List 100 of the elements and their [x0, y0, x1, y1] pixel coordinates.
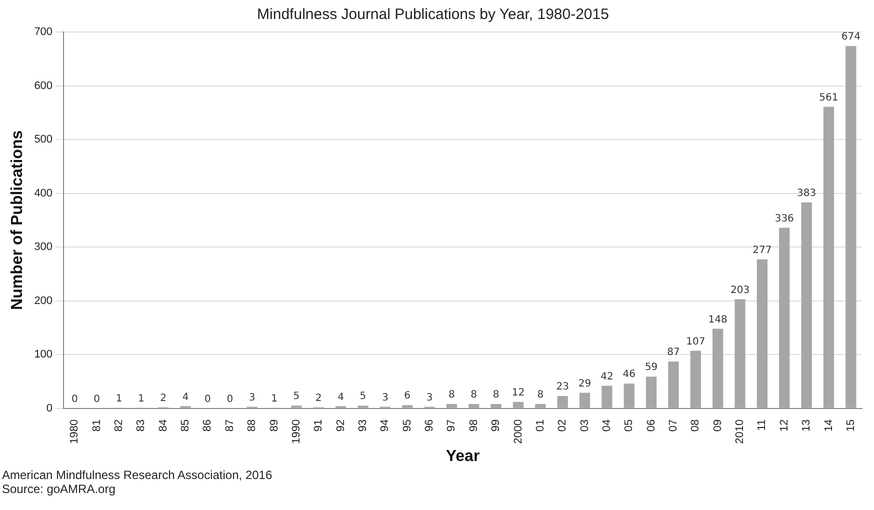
bar — [801, 202, 812, 408]
bar — [779, 228, 790, 408]
data-label: 383 — [797, 188, 816, 200]
x-tick-label: 09 — [712, 419, 724, 432]
x-tick-label: 01 — [534, 419, 546, 432]
data-label: 8 — [470, 390, 478, 401]
y-tick-label: 200 — [34, 294, 53, 307]
x-tick-label: 04 — [600, 419, 613, 432]
x-tick-label: 84 — [157, 419, 170, 432]
y-tick-label: 300 — [34, 241, 53, 254]
data-label: 23 — [556, 382, 569, 393]
data-label: 203 — [730, 284, 750, 296]
data-label: 8 — [492, 390, 500, 401]
x-tick-label: 92 — [334, 419, 347, 432]
bar — [756, 259, 768, 408]
x-tick-label: 95 — [401, 419, 414, 432]
x-tick-label: 97 — [446, 419, 458, 432]
x-tick-label: 93 — [357, 419, 369, 432]
data-label: 2 — [315, 392, 322, 404]
bar — [602, 386, 612, 408]
data-label: 8 — [537, 390, 544, 401]
x-tick-label: 05 — [623, 419, 636, 432]
x-tick-label: 08 — [690, 419, 702, 432]
data-label: 561 — [819, 92, 838, 104]
bar — [579, 392, 590, 408]
data-label: 12 — [512, 387, 525, 398]
data-label: 1 — [116, 393, 122, 404]
x-tick-label: 2010 — [734, 419, 746, 444]
data-label: 336 — [774, 213, 794, 224]
x-tick-label: 13 — [800, 419, 813, 432]
y-tick-label: 0 — [46, 402, 53, 414]
data-label: 1 — [271, 393, 278, 404]
text: American Mindfulness Research Association, 2016 — [2, 468, 272, 482]
x-axis-title: Year — [446, 448, 480, 465]
bar — [823, 106, 834, 408]
bar — [512, 402, 524, 408]
x-tick-label: 02 — [556, 419, 569, 432]
y-tick-label: 500 — [34, 134, 53, 146]
x-tick-label: 91 — [312, 419, 325, 432]
bar — [846, 46, 856, 408]
x-tick-label: 86 — [202, 419, 214, 432]
data-label: 5 — [293, 391, 300, 402]
x-tick-label: 12 — [778, 419, 790, 432]
x-tick-label: 94 — [379, 419, 392, 432]
data-label: 4 — [338, 392, 344, 403]
bar — [712, 328, 724, 408]
data-label: 0 — [226, 394, 234, 405]
data-label: 0 — [204, 394, 211, 405]
data-label: 3 — [382, 392, 388, 404]
data-label: 42 — [600, 371, 614, 382]
data-label: 87 — [667, 347, 680, 358]
bar — [468, 404, 480, 408]
bar — [535, 404, 546, 408]
data-label: 3 — [426, 392, 433, 404]
data-label: 59 — [644, 362, 658, 374]
data-label: 3 — [248, 392, 256, 404]
data-label: 8 — [448, 390, 455, 401]
data-label: 0 — [94, 394, 100, 405]
x-tick-label: 1980 — [68, 419, 81, 444]
x-tick-label: 82 — [113, 419, 126, 432]
bar — [646, 376, 657, 408]
bar — [446, 404, 458, 408]
bar — [624, 384, 634, 408]
data-label: 46 — [622, 369, 636, 380]
x-tick-label: 07 — [668, 419, 680, 432]
data-label: 0 — [71, 394, 78, 405]
data-label: 148 — [708, 314, 728, 326]
x-tick-label: 89 — [268, 419, 280, 432]
y-tick-label: 100 — [34, 348, 53, 361]
y-axis-title: Number of Publications — [9, 130, 26, 310]
data-label: 107 — [686, 336, 706, 348]
y-tick-label: 400 — [34, 187, 53, 200]
chart-title: Mindfulness Journal Publications by Year, 1980-2015 — [257, 6, 609, 24]
bar — [690, 350, 701, 408]
bar — [402, 405, 413, 408]
data-label: 277 — [752, 245, 772, 256]
bar — [668, 362, 679, 408]
bar — [557, 396, 568, 408]
data-label: 4 — [182, 392, 189, 403]
data-label: 29 — [578, 378, 592, 390]
x-tick-label: 96 — [424, 419, 436, 432]
data-label: 5 — [360, 391, 366, 402]
x-tick-label: 1990 — [290, 419, 302, 444]
y-tick-label: 700 — [34, 26, 53, 38]
x-tick-label: 85 — [180, 419, 192, 432]
x-tick-label: 83 — [135, 419, 148, 432]
x-tick-label: 11 — [756, 419, 768, 431]
bar — [734, 299, 746, 408]
x-tick-label: 15 — [844, 419, 857, 432]
x-tick-label: 98 — [468, 419, 480, 432]
x-tick-label: 99 — [490, 419, 502, 432]
x-tick-label: 88 — [246, 419, 258, 432]
x-tick-label: 2000 — [512, 419, 524, 444]
data-label: 2 — [160, 392, 167, 404]
data-label: 6 — [404, 390, 411, 402]
y-tick-label: 600 — [34, 80, 53, 92]
x-tick-label: 06 — [645, 419, 658, 432]
bar — [490, 404, 502, 408]
x-tick-label: 14 — [822, 419, 835, 432]
source-note: Source: goAMRA.org — [2, 482, 116, 496]
